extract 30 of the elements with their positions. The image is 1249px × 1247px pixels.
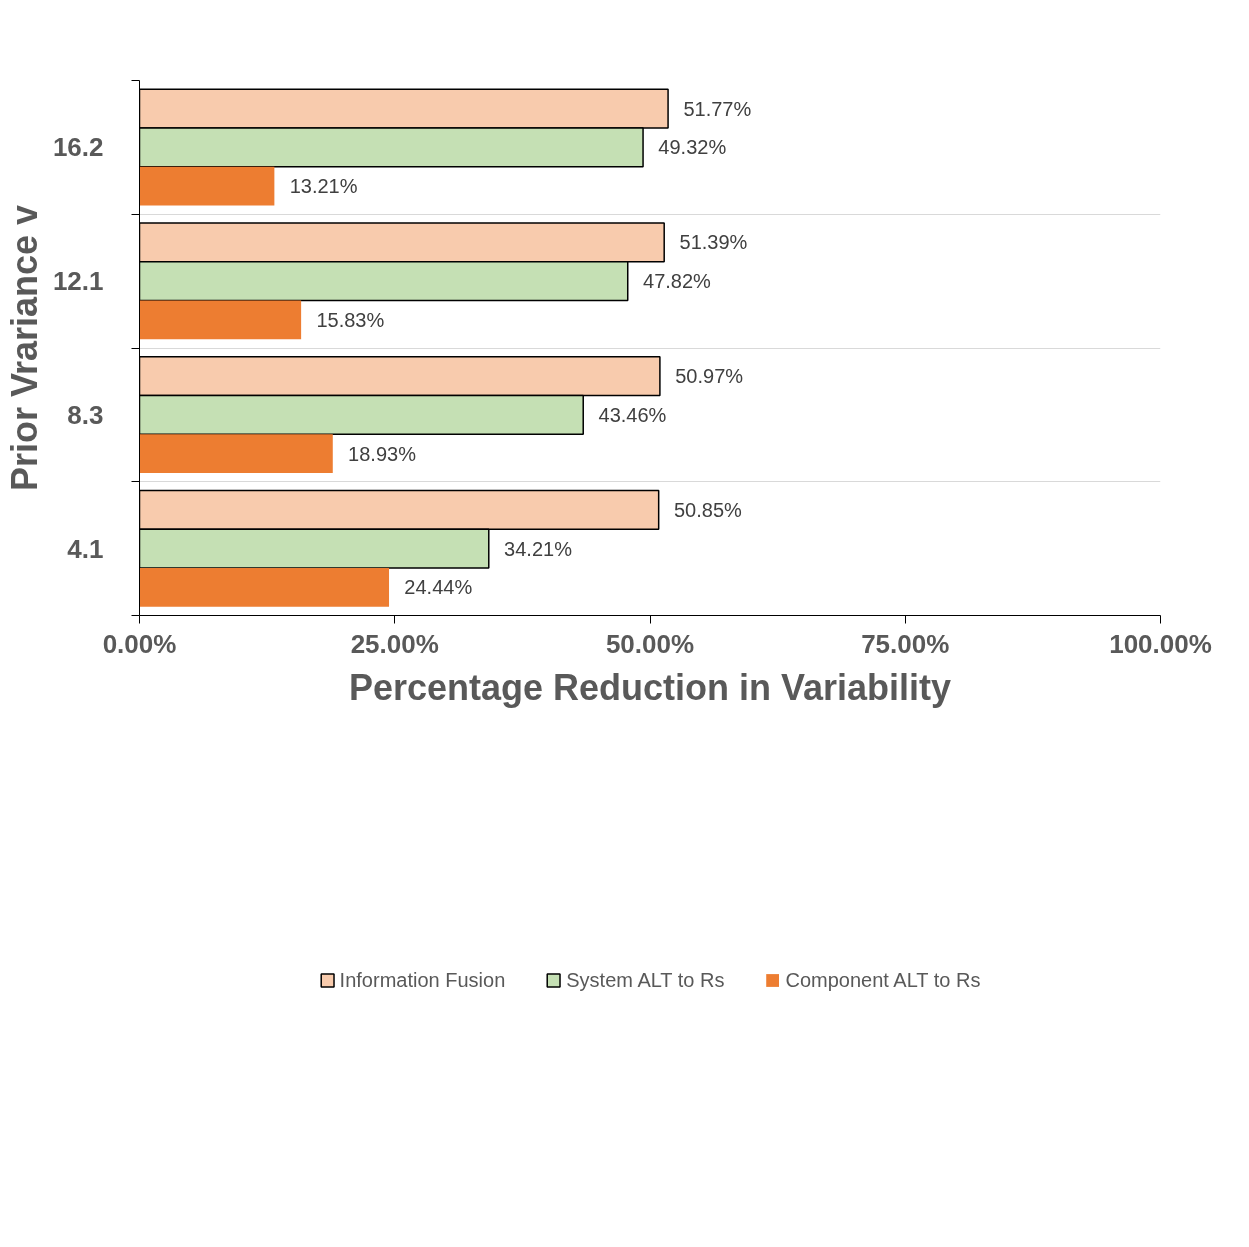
data-label: 34.21% [504, 537, 573, 560]
x-tick-label: 0.00% [102, 628, 177, 659]
y-tick-label: 8.3 [67, 399, 104, 430]
data-label: 51.77% [683, 97, 752, 120]
legend-label: System ALT to Rs [566, 968, 725, 992]
y-tick-label: 16.2 [52, 132, 104, 163]
legend-label: Component ALT to Rs [785, 968, 981, 992]
data-label: 50.97% [675, 365, 744, 388]
x-axis-title: Percentage Reduction in Variability [348, 666, 952, 708]
data-label: 15.83% [316, 308, 385, 331]
y-axis-title: Prior Vrariance v [3, 204, 45, 492]
x-tick-label: 50.00% [605, 628, 695, 659]
y-tick-label: 4.1 [67, 533, 104, 564]
data-label: 47.82% [643, 270, 712, 293]
data-label: 50.85% [673, 498, 743, 521]
bar [139, 434, 333, 474]
bar [139, 568, 390, 607]
data-label: 24.44% [404, 576, 473, 599]
x-tick-label: 75.00% [861, 628, 950, 659]
bar [139, 300, 302, 340]
x-tick-label: 25.00% [350, 628, 439, 659]
bar [139, 166, 275, 206]
x-tick-label: 100.00% [1109, 628, 1212, 659]
data-label: 51.39% [679, 231, 748, 254]
legend-label: Information Fusion [339, 968, 506, 992]
data-label: 49.32% [658, 136, 727, 159]
data-label: 18.93% [348, 442, 417, 465]
data-label: 13.21% [289, 175, 358, 198]
y-tick-label: 12.1 [52, 266, 104, 297]
data-label: 43.46% [598, 403, 667, 426]
